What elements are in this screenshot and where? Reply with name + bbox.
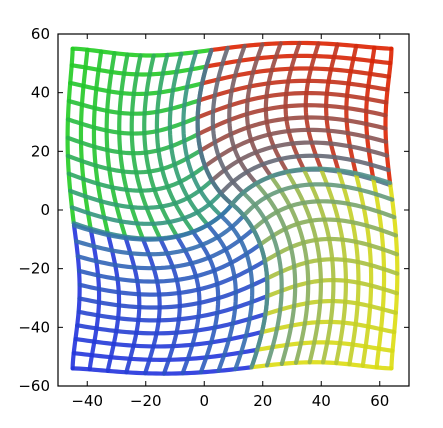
y-tick-label: 20 — [31, 142, 50, 160]
grid-line-u-0-8 — [167, 51, 210, 227]
grid-series-2 — [70, 202, 270, 376]
y-axis-ticks: −60 −40 −20 0 20 40 60 — [18, 25, 409, 395]
grid-line-v-3-10 — [229, 166, 393, 207]
x-tick-label: 60 — [370, 392, 389, 410]
y-tick-label: 40 — [31, 84, 50, 102]
y-tick-label: 0 — [40, 201, 50, 219]
grid-line-u-3-9 — [241, 190, 284, 368]
grid-line-v-1-8 — [209, 140, 390, 183]
x-tick-label: −40 — [71, 392, 103, 410]
grid-line-v-1-6 — [198, 115, 388, 153]
grid-line-v-0-5 — [65, 132, 201, 156]
grid-line-u-1-7 — [244, 42, 274, 179]
grid-line-v-2-7 — [76, 242, 263, 284]
grid-line-u-0-7 — [154, 52, 195, 234]
grid-line-v-2-9 — [74, 213, 246, 257]
grid-line-v-1-9 — [218, 153, 391, 196]
grid-line-v-2-5 — [77, 276, 270, 310]
grid-line-u-3-6 — [284, 169, 323, 365]
grid-line-u-2-6 — [175, 234, 202, 376]
grid-line-v-3-6 — [262, 236, 400, 264]
series-layer — [65, 40, 400, 376]
grid-line-u-1-6 — [263, 41, 290, 175]
grid-line-u-3-8 — [254, 181, 298, 366]
y-tick-label: −40 — [18, 318, 50, 336]
grid-line-v-0-6 — [65, 148, 203, 175]
grid-line-u-2-8 — [205, 222, 238, 374]
grid-line-v-1-5 — [195, 103, 388, 137]
grid-line-u-0-9 — [181, 49, 224, 218]
grid-line-u-3-10 — [229, 202, 270, 370]
x-tick-label: 20 — [253, 392, 272, 410]
grid-line-u-1-8 — [227, 43, 259, 186]
grid-line-v-2-8 — [75, 227, 256, 271]
grid-line-u-1-10 — [195, 47, 235, 207]
grid-line-v-1-7 — [202, 127, 389, 169]
x-axis-ticks: −40 −20 0 20 40 60 — [71, 34, 389, 410]
grid-line-v-2-10 — [71, 202, 235, 242]
x-tick-label: 40 — [312, 392, 331, 410]
grid-line-v-3-9 — [241, 182, 395, 218]
y-tick-label: 60 — [31, 25, 50, 43]
grid-line-u-2-7 — [190, 229, 221, 375]
grid-line-v-3-5 — [265, 257, 400, 281]
grid-line-v-0-9 — [69, 191, 223, 226]
y-tick-label: −20 — [18, 260, 50, 278]
grid-line-v-2-6 — [77, 258, 267, 297]
grid-line-u-2-9 — [218, 213, 255, 372]
grid-line-v-0-8 — [68, 178, 214, 210]
grid-line-u-1-9 — [210, 45, 246, 195]
grid-series-3 — [229, 166, 400, 371]
grid-line-v-3-7 — [258, 217, 399, 247]
y-tick-label: −60 — [18, 377, 50, 395]
grid-line-u-0-6 — [142, 53, 179, 239]
grid-line-v-3-8 — [251, 199, 397, 232]
grid-line-u-3-7 — [268, 174, 311, 365]
x-tick-label: 0 — [199, 392, 209, 410]
grid-line-v-0-7 — [66, 164, 208, 193]
x-tick-label: −20 — [130, 392, 162, 410]
